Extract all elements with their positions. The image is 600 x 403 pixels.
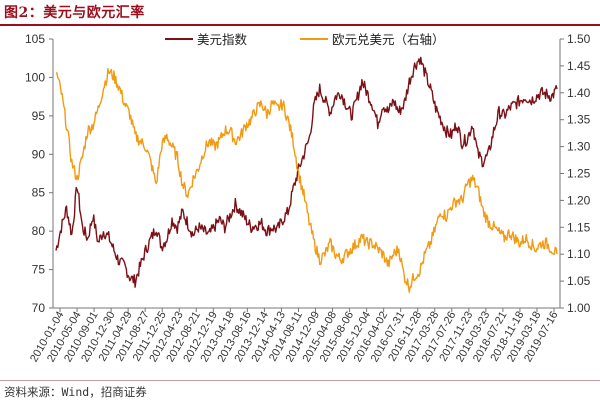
legend-label: 欧元兑美元（右轴） [332, 32, 445, 47]
legend-label: 美元指数 [197, 32, 248, 47]
y-right-tick-label: 1.45 [567, 59, 591, 73]
figure-title: 图2：美元与欧元汇率 [4, 5, 145, 21]
y-left-tick-label: 75 [32, 263, 46, 277]
chart-series [55, 56, 558, 293]
y-right-tick-label: 1.25 [567, 167, 591, 181]
y-right-tick-label: 1.15 [567, 220, 591, 234]
y-left-tick-label: 105 [25, 32, 45, 46]
source-divider [0, 380, 600, 381]
y-left-tick-label: 90 [32, 147, 46, 161]
y-right-tick-label: 1.35 [567, 113, 591, 127]
y-right-tick-label: 1.05 [567, 274, 591, 288]
y-left-tick-label: 80 [32, 224, 46, 238]
chart-legend: 美元指数 欧元兑美元（右轴） [165, 32, 445, 47]
line-chart: 美元指数 欧元兑美元（右轴） 70 75 80 85 90 95 100 105 1.00 1.05… [25, 32, 591, 364]
y-right-tick-label: 1.20 [567, 193, 591, 207]
y-left-tick-label: 95 [32, 109, 46, 123]
series-line-eur-usd [56, 68, 558, 293]
y-right-tick-label: 1.40 [567, 86, 591, 100]
y-right-tick-label: 1.30 [567, 140, 591, 154]
y-left-tick-label: 100 [25, 70, 45, 84]
y-left-tick-label: 85 [32, 186, 46, 200]
chart-axes: 70 75 80 85 90 95 100 105 1.00 1.05 1.10 1.15 1.20 1.… [25, 32, 591, 364]
y-right-tick-label: 1.10 [567, 247, 591, 261]
series-line-usd-index [55, 56, 558, 288]
title-underline [0, 24, 600, 26]
y-right-tick-label: 1.50 [567, 32, 591, 46]
y-right-tick-label: 1.00 [567, 301, 591, 315]
source-note: 资料来源：Wind，招商证券 [4, 385, 147, 399]
y-left-tick-label: 70 [32, 301, 46, 315]
